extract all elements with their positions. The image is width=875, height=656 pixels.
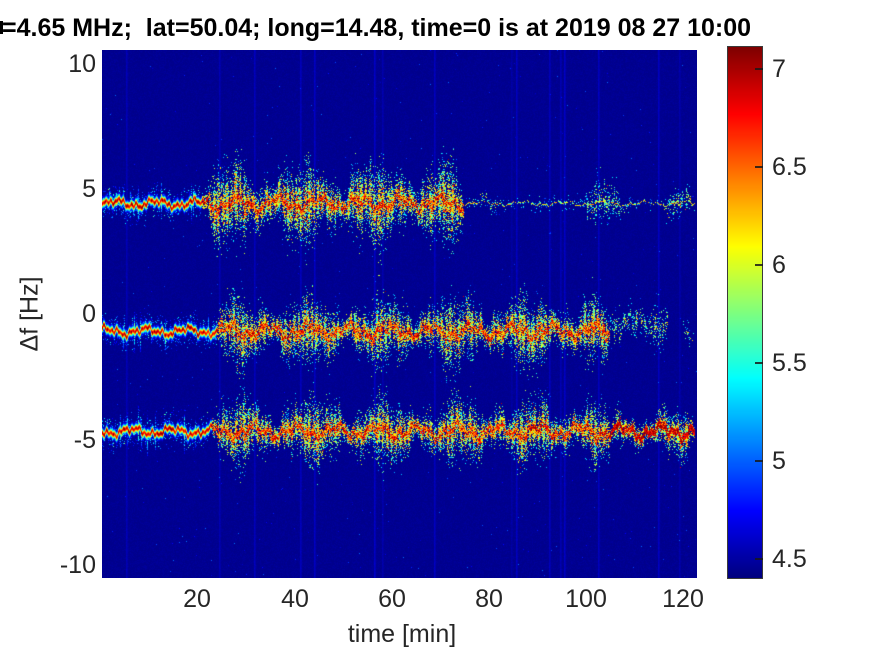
- x-axis-tick-label: 120: [662, 585, 704, 613]
- y-axis-tick-label: 10: [68, 50, 96, 78]
- colorbar-tick-mark: [755, 558, 763, 560]
- colorbar-gradient: [727, 46, 763, 579]
- colorbar-tick-mark: [755, 68, 763, 70]
- x-axis-tick-label: 20: [183, 585, 211, 613]
- colorbar-tick-mark: [755, 166, 763, 168]
- spectrogram-heatmap: [102, 50, 697, 578]
- clipped-character-fragment: [0, 21, 3, 34]
- y-axis-tick-label: -10: [59, 551, 96, 579]
- colorbar-tick-mark: [755, 460, 763, 462]
- colorbar-tick-label: 4.5: [772, 545, 807, 573]
- x-axis-tick-label: 40: [281, 585, 309, 613]
- colorbar-tick-label: 7: [772, 55, 786, 83]
- y-axis-tick-label: 0: [82, 300, 96, 328]
- y-axis-tick-label: -5: [73, 426, 96, 454]
- colorbar-tick-label: 5: [772, 447, 786, 475]
- chart-title: =4.65 MHz; lat=50.04; long=14.48, time=0…: [2, 14, 752, 42]
- colorbar-tick-label: 5.5: [772, 349, 807, 377]
- colorbar-tick-mark: [755, 362, 763, 364]
- y-axis-label: Δf [Hz]: [15, 276, 44, 352]
- colorbar-tick-label: 6.5: [772, 153, 807, 181]
- x-axis-label: time [min]: [347, 620, 457, 648]
- x-axis-tick-label: 60: [378, 585, 406, 613]
- y-axis-tick-label: 5: [82, 175, 96, 203]
- colorbar-tick-mark: [755, 264, 763, 266]
- colorbar-tick-label: 6: [772, 251, 786, 279]
- x-axis-tick-label: 100: [565, 585, 607, 613]
- x-axis-tick-label: 80: [475, 585, 503, 613]
